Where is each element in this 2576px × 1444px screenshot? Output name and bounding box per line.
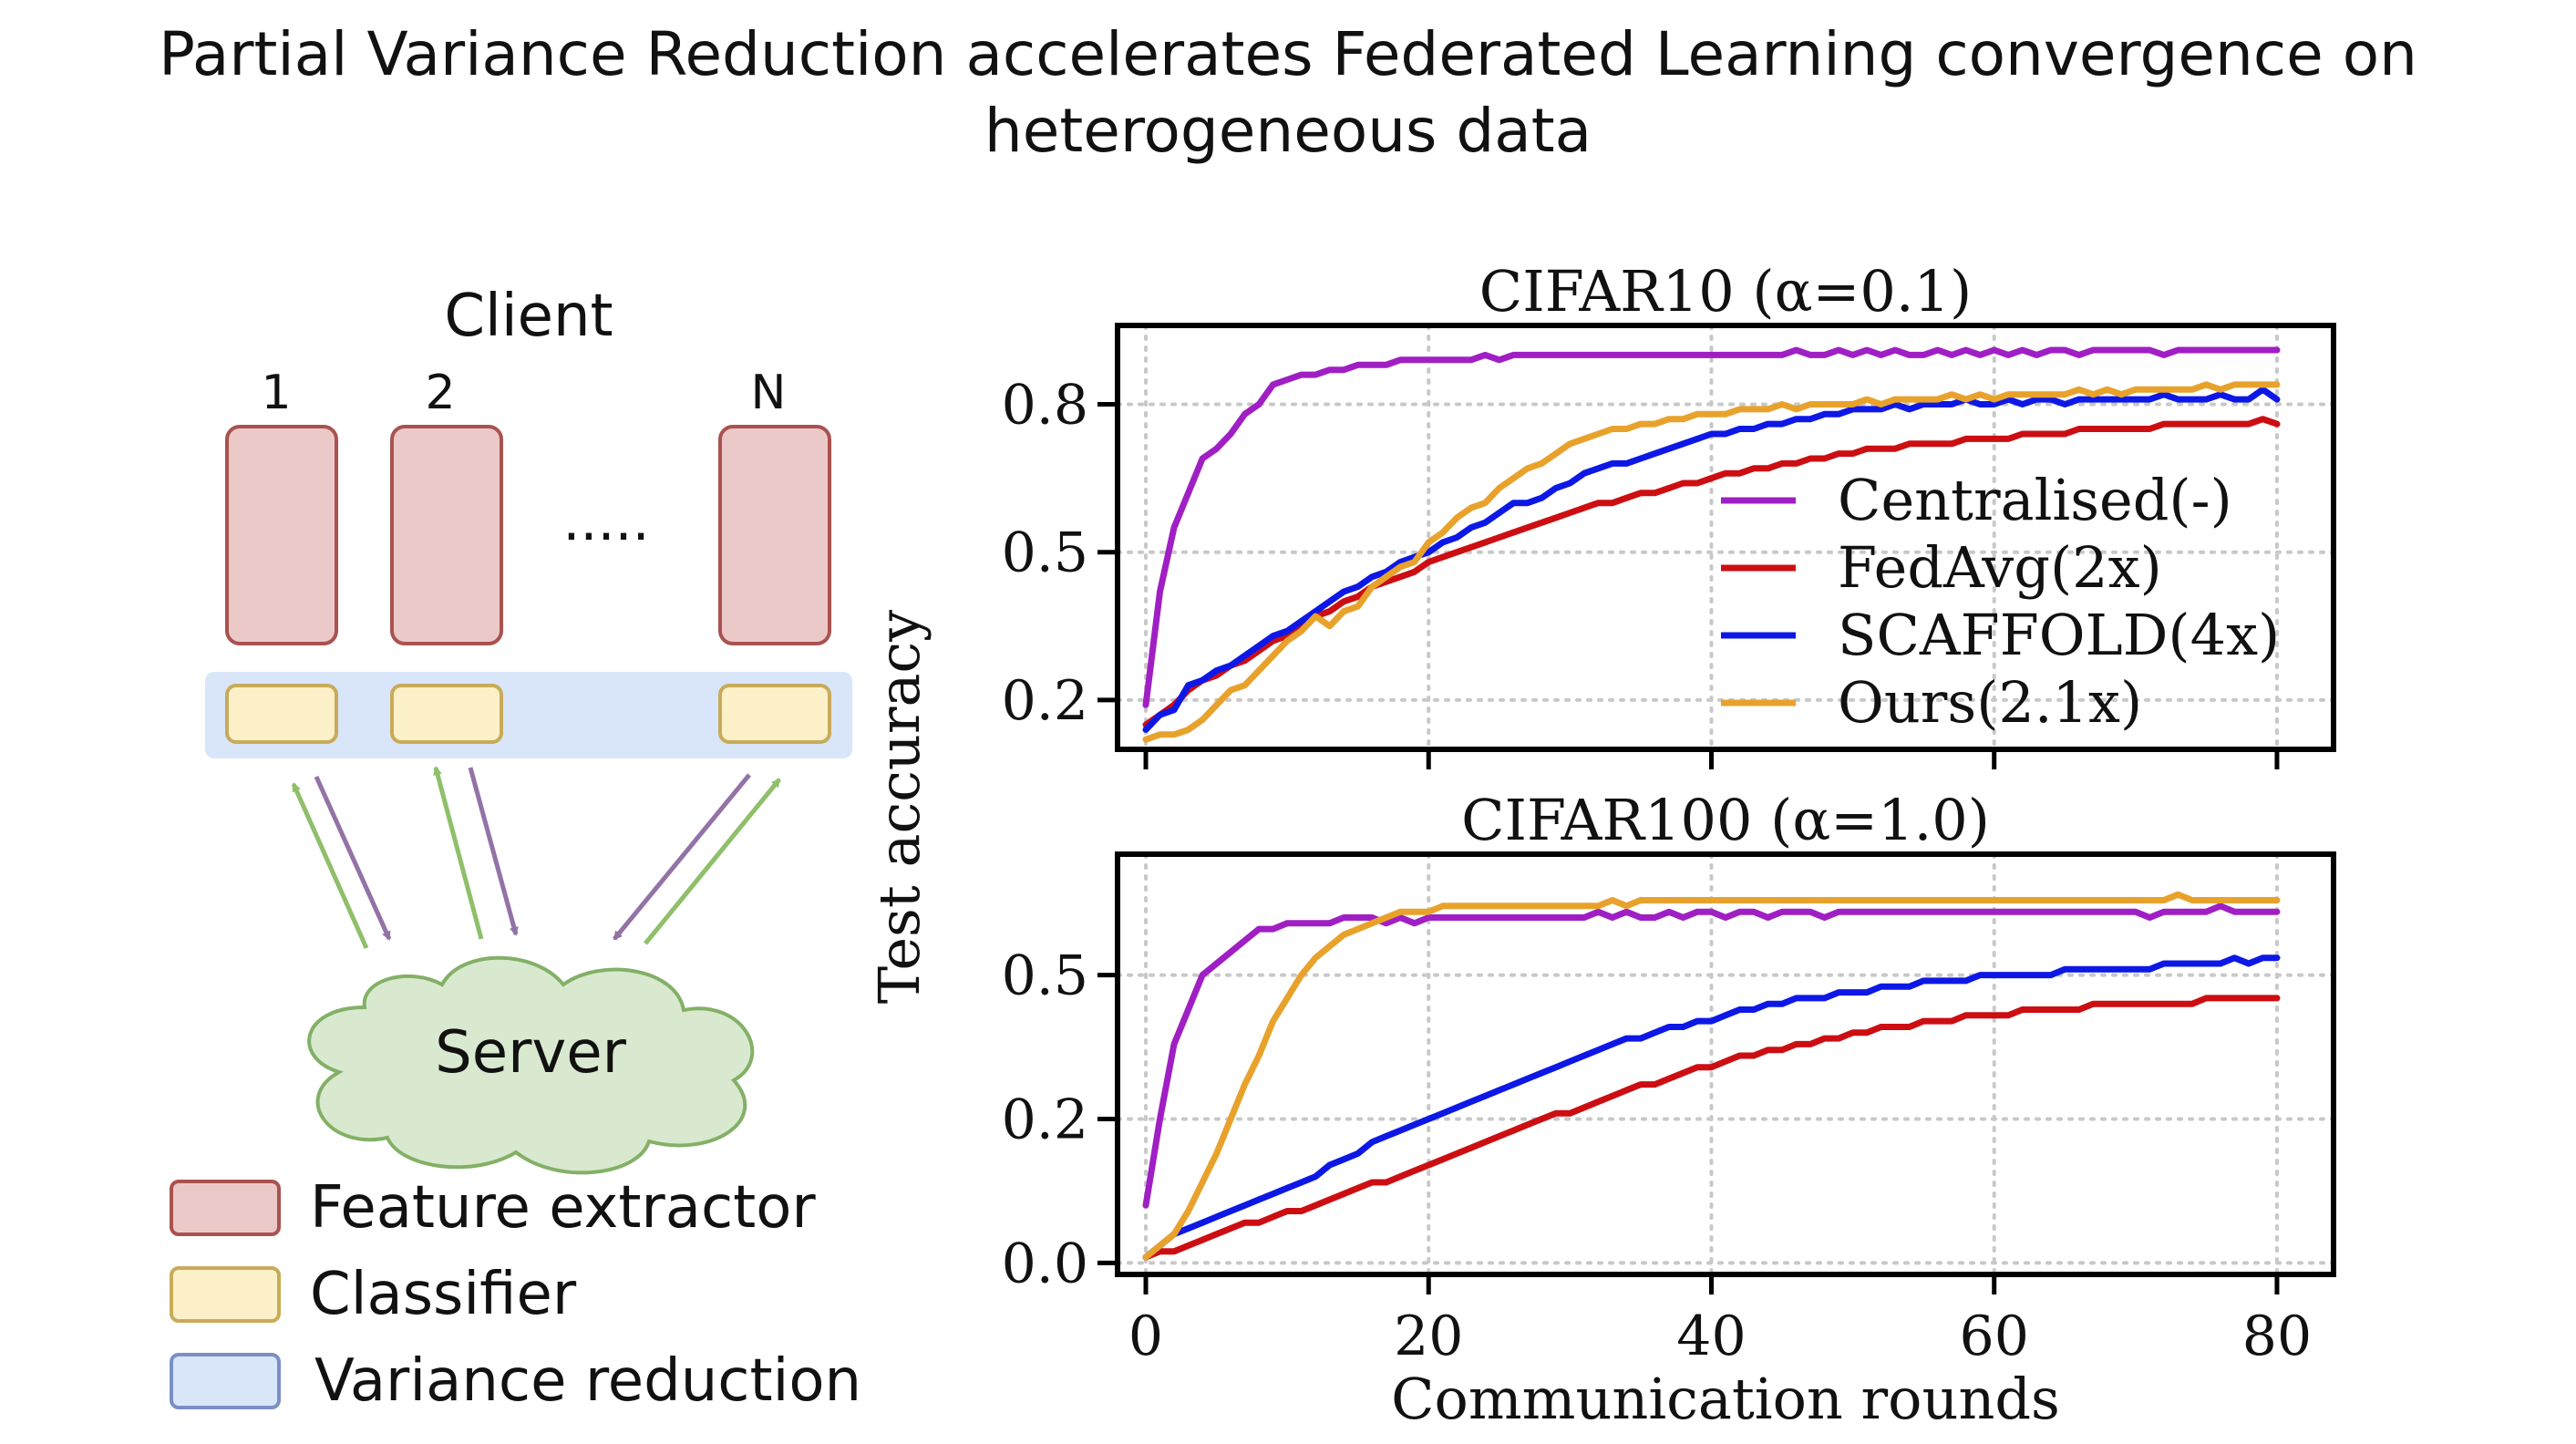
cifar10-series-scaffold-4x: [1142, 386, 2281, 733]
legend-label-classifier: Classifier: [310, 1261, 577, 1328]
cifar100-ytick-label-0: 0.0: [1002, 1232, 1088, 1295]
y-axis-label: Test accuracy: [866, 610, 933, 1004]
x-axis-label: Communication rounds: [1391, 1366, 2060, 1432]
legend-swatch-feature-extractor: [170, 1180, 281, 1236]
client-id-n: N: [751, 366, 787, 420]
upload-arrow-client-2: [433, 766, 484, 940]
cifar10-series-fedavg-2x: [1142, 416, 2281, 728]
cifar10-ytick-label-1: 0.5: [1002, 521, 1088, 585]
server-cloud-icon: [307, 955, 755, 1175]
client-id-1: 1: [261, 366, 291, 420]
download-arrow-client-1: [314, 775, 392, 941]
upload-arrow-client-1: [291, 782, 369, 950]
cifar100-series-scaffold-4x: [1142, 954, 2281, 1261]
upload-arrow-client-n: [644, 778, 781, 945]
download-arrow-client-n: [613, 773, 751, 941]
cifar100-series-ours-2-1x: [1142, 891, 2281, 1261]
cifar100-xtick-label-4: 80: [2242, 1305, 2312, 1368]
cifar100-ytick-label-1: 0.2: [1002, 1088, 1088, 1151]
cifar100-ytick-label-2: 0.5: [1002, 944, 1088, 1008]
federated-diagram: Client 1 2 N ..... Server Feature extrac…: [170, 283, 861, 1415]
download-arrow-client-2: [468, 767, 519, 936]
cifar10-ytick-label-2: 0.8: [1002, 374, 1088, 438]
feature-extractor-client-1: [225, 425, 338, 645]
classifier-client-n: [718, 684, 831, 744]
feature-extractor-client-n: [718, 425, 831, 645]
client-label: Client: [444, 283, 613, 350]
figure-title: Partial Variance Reduction accelerates F…: [0, 16, 2576, 170]
figure-title-line-2: heterogeneous data: [984, 96, 1592, 166]
cifar100-xtick-label-2: 40: [1676, 1305, 1746, 1368]
chart-cifar100: CIFAR100 (α=1.0) 0.0 0.2 0.5 0 20 40 60 80: [1002, 787, 2336, 1368]
cifar10-series-ours-2-1x: [1142, 381, 2281, 743]
cifar10-title: CIFAR10 (α=0.1): [1479, 258, 1972, 325]
cifar100-xtick-label-3: 60: [1960, 1305, 2029, 1368]
feature-extractor-client-2: [390, 425, 503, 645]
legend-label-variance-reduction: Variance reduction: [314, 1347, 861, 1415]
cifar100-series-fedavg-2x: [1142, 995, 2281, 1261]
cifar10-series-centralised: [1142, 346, 2281, 708]
client-id-2: 2: [425, 366, 455, 420]
figure-title-line-1: Partial Variance Reduction accelerates F…: [159, 19, 2417, 89]
cifar100-title: CIFAR100 (α=1.0): [1461, 787, 1990, 853]
cifar100-xtick-label-0: 0: [1128, 1305, 1163, 1368]
classifier-client-2: [390, 684, 503, 744]
legend-label-feature-extractor: Feature extractor: [310, 1174, 816, 1242]
legend-label-series-0: Centralised(-): [1838, 467, 2232, 533]
legend-label-series-1: FedAvg(2x): [1838, 534, 2162, 601]
legend-label-series-3: Ours(2.1x): [1838, 669, 2142, 736]
legend-swatch-classifier: [170, 1266, 281, 1323]
server-label: Server: [435, 1019, 627, 1087]
cifar100-plot-frame: [1115, 851, 2336, 1277]
client-ellipsis: .....: [562, 490, 649, 553]
cifar10-ytick-label-0: 0.2: [1002, 669, 1088, 733]
chart-cifar10: CIFAR10 (α=0.1) 0.2 0.5 0.8 Centralised(-)Fe…: [1002, 258, 2336, 769]
cifar100-xtick-label-1: 20: [1394, 1305, 1463, 1368]
legend-swatch-variance-reduction: [170, 1353, 281, 1409]
cifar100-series-centralised: [1142, 902, 2281, 1209]
cifar10-plot-frame: [1115, 323, 2336, 752]
variance-reduction-band: [205, 672, 852, 758]
legend-label-series-2: SCAFFOLD(4x): [1838, 602, 2280, 668]
classifier-client-1: [225, 684, 338, 744]
